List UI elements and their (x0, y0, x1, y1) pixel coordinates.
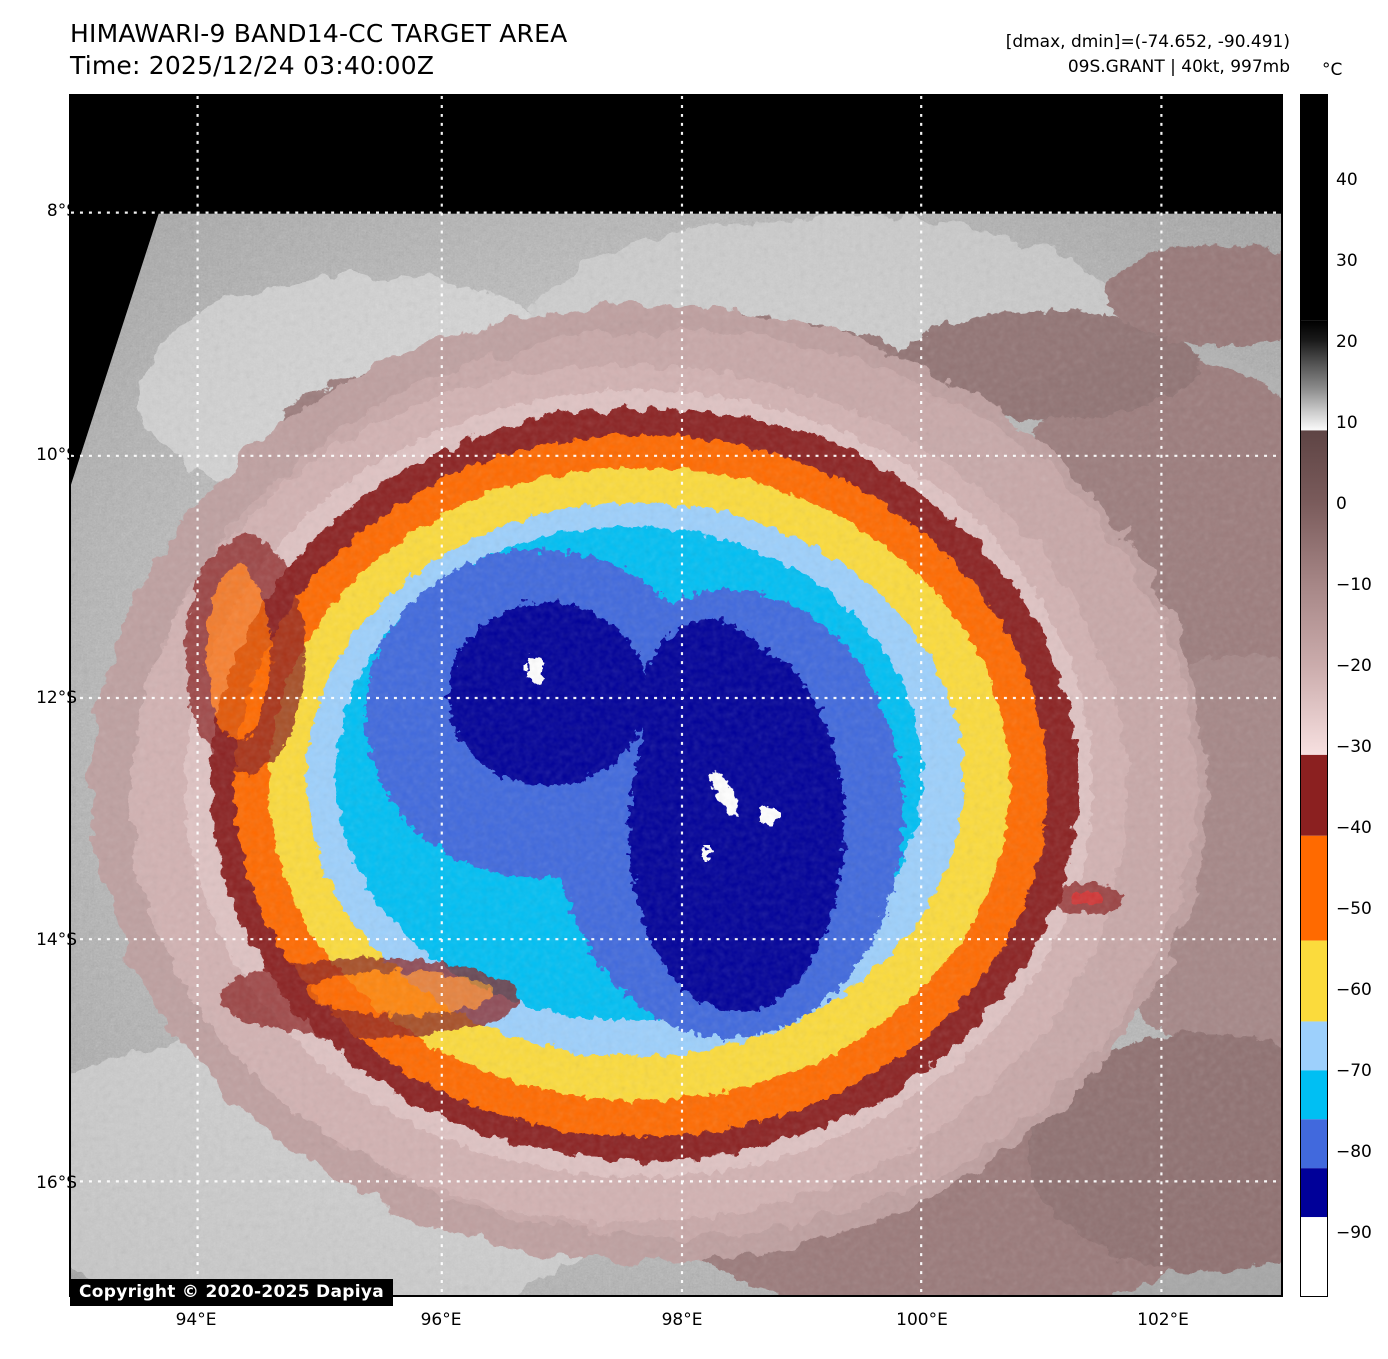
brightness-temperature-field (71, 213, 1281, 1295)
cbar-tick-m70: −70 (1336, 1061, 1372, 1081)
ytick-label-12s: 12°S (36, 688, 77, 708)
cbar-tick-m80: −80 (1336, 1142, 1372, 1162)
cbar-seg-cyan (1301, 1070, 1327, 1120)
cbar-tick-m60: −60 (1336, 980, 1372, 1000)
xtick-label-102e: 102°E (1137, 1310, 1189, 1330)
cbar-seg-gray (1301, 320, 1327, 431)
cbar-seg-orange (1301, 835, 1327, 941)
ytick-label-16s: 16°S (36, 1173, 77, 1193)
ytick-label-10s: 10°S (36, 445, 77, 465)
cbar-seg-mauve (1301, 430, 1327, 755)
timestamp-label: Time: 2025/12/24 03:40:00Z (70, 51, 435, 80)
cbar-seg-navy (1301, 1168, 1327, 1218)
cbar-tick-m50: −50 (1336, 899, 1372, 919)
satellite-image-plot[interactable] (69, 94, 1283, 1297)
copyright-banner: Copyright © 2020-2025 Dapiya (70, 1279, 393, 1306)
xtick-label-94e: 94°E (175, 1310, 217, 1330)
cbar-tick-m10: −10 (1336, 575, 1372, 595)
cbar-seg-darkred (1301, 754, 1327, 836)
colorbar-gradient (1301, 95, 1327, 1296)
cbar-tick-m30: −30 (1336, 737, 1372, 757)
colorbar-unit-label: °C (1322, 60, 1343, 80)
graticule-gridlines (71, 96, 1281, 1295)
title-block: HIMAWARI-9 BAND14-CC TARGET AREA Time: 2… (70, 18, 567, 82)
xtick-label-96e: 96°E (420, 1310, 462, 1330)
page-title: HIMAWARI-9 BAND14-CC TARGET AREA (70, 19, 568, 48)
satellite-raster (71, 96, 1281, 1295)
storm-info-label: 09S.GRANT | 40kt, 997mb (1067, 57, 1290, 77)
cbar-tick-m20: −20 (1336, 656, 1372, 676)
dminmax-label: [dmax, dmin]=(-74.652, -90.491) (1005, 32, 1290, 52)
cbar-seg-white (1301, 1217, 1327, 1296)
cbar-tick-m90: −90 (1336, 1223, 1372, 1243)
ytick-label-14s: 14°S (36, 930, 77, 950)
xtick-label-100e: 100°E (896, 1310, 948, 1330)
cbar-tick-0: 0 (1336, 494, 1347, 514)
temperature-colorbar[interactable] (1300, 94, 1328, 1297)
cbar-tick-20: 20 (1336, 332, 1358, 352)
cbar-tick-40: 40 (1336, 170, 1358, 190)
xtick-label-98e: 98°E (661, 1310, 703, 1330)
cbar-seg-yellow (1301, 940, 1327, 1022)
cbar-seg-royalblue (1301, 1119, 1327, 1169)
metadata-block: [dmax, dmin]=(-74.652, -90.491) 09S.GRAN… (1006, 30, 1290, 80)
cbar-seg-lightblue (1301, 1021, 1327, 1071)
cbar-seg-black (1301, 95, 1327, 321)
cbar-tick-m40: −40 (1336, 818, 1372, 838)
ytick-label-8s: 8°S (46, 201, 77, 221)
cbar-tick-10: 10 (1336, 413, 1358, 433)
cbar-tick-30: 30 (1336, 251, 1358, 271)
